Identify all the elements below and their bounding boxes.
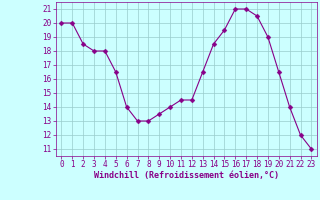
X-axis label: Windchill (Refroidissement éolien,°C): Windchill (Refroidissement éolien,°C): [94, 171, 279, 180]
